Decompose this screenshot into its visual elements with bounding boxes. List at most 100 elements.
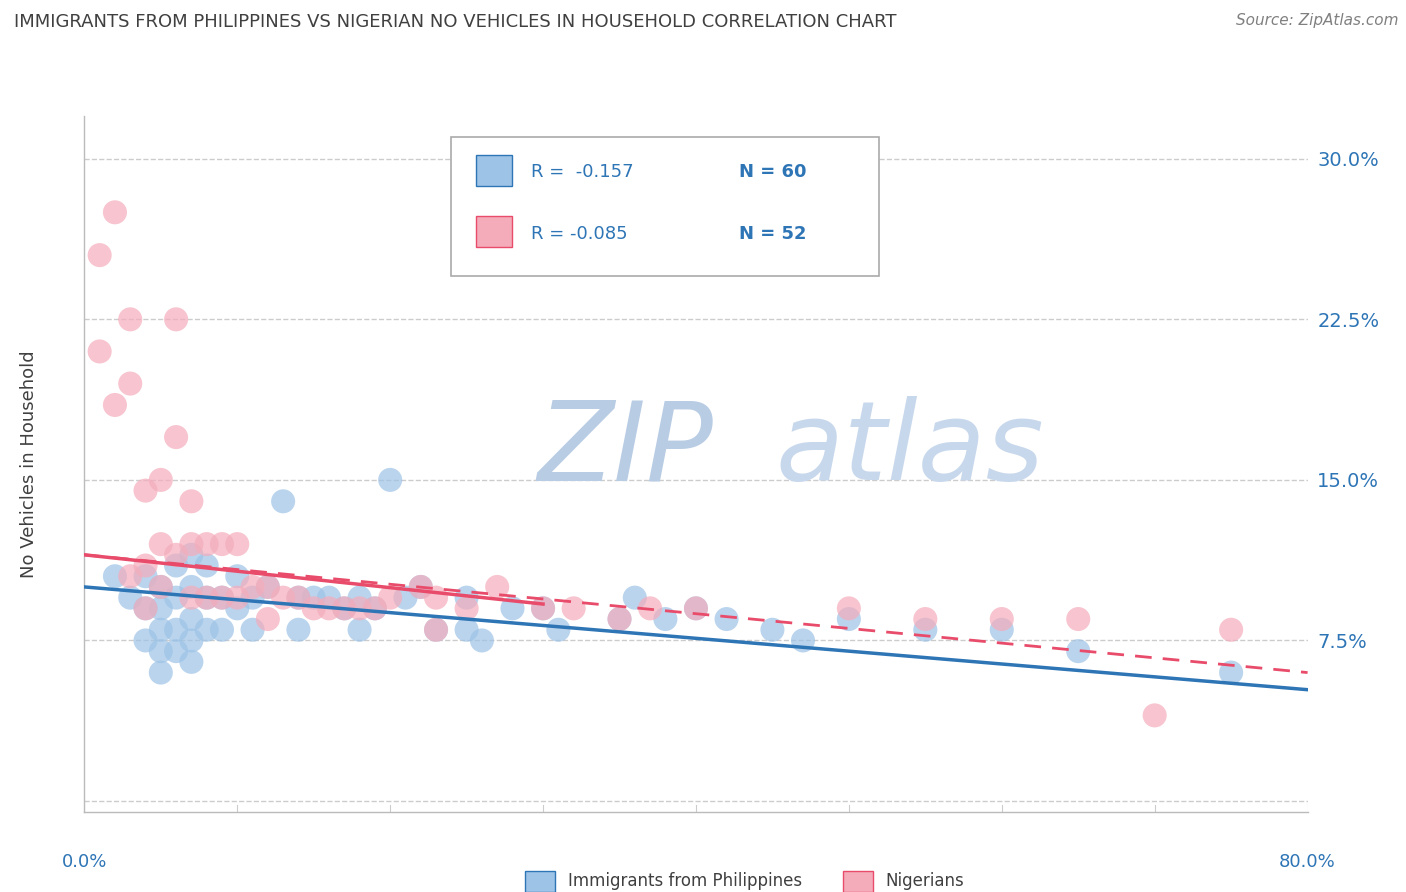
Text: IMMIGRANTS FROM PHILIPPINES VS NIGERIAN NO VEHICLES IN HOUSEHOLD CORRELATION CHA: IMMIGRANTS FROM PHILIPPINES VS NIGERIAN … — [14, 13, 897, 31]
Point — [349, 623, 371, 637]
Point — [104, 205, 127, 219]
FancyBboxPatch shape — [842, 871, 873, 892]
Point — [149, 665, 172, 680]
Point — [486, 580, 509, 594]
Point — [502, 601, 524, 615]
Text: ZIP: ZIP — [537, 396, 713, 503]
Point — [211, 623, 233, 637]
Point — [89, 344, 111, 359]
Point — [287, 591, 309, 605]
Point — [624, 591, 647, 605]
Point — [609, 612, 631, 626]
Point — [1220, 665, 1243, 680]
FancyBboxPatch shape — [451, 136, 880, 276]
Point — [135, 633, 157, 648]
Text: Source: ZipAtlas.com: Source: ZipAtlas.com — [1236, 13, 1399, 29]
Point — [135, 569, 157, 583]
Point — [180, 655, 202, 669]
Point — [165, 548, 187, 562]
Text: atlas: atlas — [776, 396, 1045, 503]
Point — [792, 633, 814, 648]
Point — [914, 623, 936, 637]
Point — [654, 612, 676, 626]
Point — [120, 312, 142, 326]
FancyBboxPatch shape — [524, 871, 555, 892]
Point — [104, 569, 127, 583]
Point — [257, 612, 280, 626]
Point — [991, 612, 1014, 626]
Point — [456, 623, 478, 637]
Point — [180, 633, 202, 648]
Point — [135, 558, 157, 573]
Text: Nigerians: Nigerians — [886, 872, 965, 890]
Point — [838, 601, 860, 615]
Text: 80.0%: 80.0% — [1279, 854, 1336, 871]
Point — [195, 591, 218, 605]
Point — [531, 601, 554, 615]
Point — [1220, 623, 1243, 637]
Point — [149, 473, 172, 487]
Point — [165, 644, 187, 658]
Point — [349, 601, 371, 615]
Point — [195, 558, 218, 573]
Point — [226, 591, 249, 605]
Point — [364, 601, 387, 615]
Point — [165, 591, 187, 605]
Point — [149, 601, 172, 615]
Point — [1067, 644, 1090, 658]
Point — [226, 601, 249, 615]
Point — [380, 591, 402, 605]
Point — [349, 591, 371, 605]
Point — [302, 601, 325, 615]
Point — [149, 644, 172, 658]
Text: 0.0%: 0.0% — [62, 854, 107, 871]
Point — [211, 591, 233, 605]
Point — [226, 569, 249, 583]
Text: Immigrants from Philippines: Immigrants from Philippines — [568, 872, 801, 890]
Point — [180, 494, 202, 508]
Point — [1143, 708, 1166, 723]
Point — [180, 548, 202, 562]
Point — [226, 537, 249, 551]
Point — [287, 623, 309, 637]
Point — [135, 483, 157, 498]
Point — [120, 591, 142, 605]
Point — [149, 537, 172, 551]
Point — [531, 601, 554, 615]
Point — [195, 591, 218, 605]
Text: N = 52: N = 52 — [738, 225, 806, 243]
Point — [149, 580, 172, 594]
Point — [180, 537, 202, 551]
Point — [471, 633, 494, 648]
Point — [89, 248, 111, 262]
Point — [149, 623, 172, 637]
Point — [257, 580, 280, 594]
Point — [271, 591, 294, 605]
Point — [211, 537, 233, 551]
Point — [165, 312, 187, 326]
Point — [685, 601, 707, 615]
Point — [165, 430, 187, 444]
Point — [1067, 612, 1090, 626]
Point — [195, 537, 218, 551]
Point — [135, 601, 157, 615]
FancyBboxPatch shape — [475, 216, 512, 247]
Point — [257, 580, 280, 594]
Point — [135, 601, 157, 615]
Point — [242, 580, 264, 594]
Point — [333, 601, 356, 615]
Point — [104, 398, 127, 412]
Point — [685, 601, 707, 615]
Point — [761, 623, 783, 637]
Text: No Vehicles in Household: No Vehicles in Household — [20, 350, 38, 578]
Point — [380, 473, 402, 487]
Point — [242, 623, 264, 637]
Point — [165, 558, 187, 573]
Point — [409, 580, 432, 594]
Point — [409, 580, 432, 594]
Point — [425, 623, 447, 637]
Point — [242, 591, 264, 605]
Point — [838, 612, 860, 626]
Point — [318, 601, 340, 615]
Point — [149, 580, 172, 594]
